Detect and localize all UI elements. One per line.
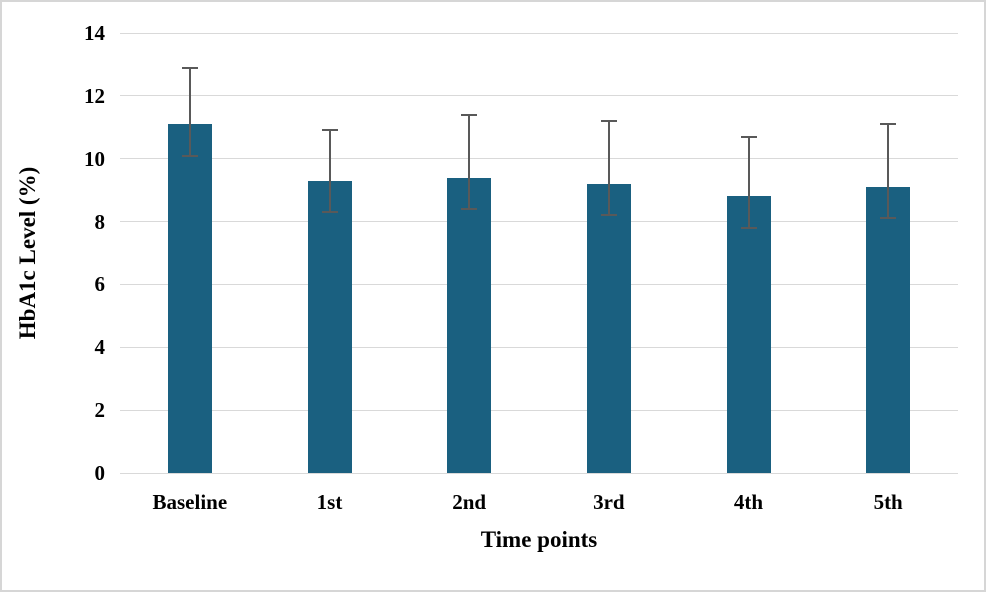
bar xyxy=(447,177,492,473)
error-bar-cap-bottom xyxy=(321,211,338,214)
error-bar-line xyxy=(468,114,471,209)
error-bar-cap-top xyxy=(321,129,338,132)
bar xyxy=(866,187,911,473)
x-axis-tick-label: 3rd xyxy=(593,490,625,514)
y-axis-tick-label: 2 xyxy=(94,398,106,423)
error-bar-line xyxy=(887,124,890,219)
x-axis-tick-label: 5th xyxy=(873,490,903,514)
y-axis-tick-label: 0 xyxy=(94,461,106,485)
error-bar-line xyxy=(607,121,610,216)
error-bar-line xyxy=(747,136,750,228)
y-axis-tick-label: 6 xyxy=(94,272,106,297)
gridline xyxy=(120,95,958,97)
plot-area xyxy=(120,32,958,474)
x-axis-tick-label: 1st xyxy=(316,490,343,514)
error-bar-cap-bottom xyxy=(181,154,198,157)
error-bar-cap-bottom xyxy=(740,226,757,229)
y-axis-title: HbA1c Level (%) xyxy=(15,166,40,340)
gridline xyxy=(120,158,958,160)
error-bar-cap-bottom xyxy=(461,208,478,210)
error-bar-cap-top xyxy=(740,135,757,138)
y-axis-tick-label: 8 xyxy=(94,209,106,234)
gridline xyxy=(120,346,958,348)
y-axis-tick-label: 12 xyxy=(84,83,105,108)
x-axis-tick-label: 2nd xyxy=(452,490,487,514)
bar xyxy=(586,183,631,473)
bar xyxy=(726,196,771,473)
error-bar-cap-bottom xyxy=(880,217,897,220)
bar xyxy=(307,180,352,473)
error-bar-cap-bottom xyxy=(600,214,617,217)
x-axis-tick-label: Baseline xyxy=(152,490,228,514)
y-axis-tick-label: 4 xyxy=(94,335,106,360)
gridline xyxy=(120,283,958,285)
gridline xyxy=(120,221,958,223)
error-bar-line xyxy=(328,130,331,213)
error-bar-cap-top xyxy=(880,123,897,126)
error-bar-cap-top xyxy=(600,120,617,122)
y-axis-tick-label: 14 xyxy=(84,21,105,45)
error-bar-line xyxy=(188,67,191,156)
y-axis-tick-label: 10 xyxy=(84,146,105,171)
bar xyxy=(167,124,212,473)
gridline xyxy=(120,472,958,474)
gridline xyxy=(120,409,958,411)
x-axis-title: Time points xyxy=(480,527,598,552)
x-axis-tick-label: 4th xyxy=(733,490,764,514)
gridline xyxy=(120,32,958,34)
error-bar-cap-top xyxy=(461,113,478,116)
error-bar-cap-top xyxy=(181,66,198,69)
